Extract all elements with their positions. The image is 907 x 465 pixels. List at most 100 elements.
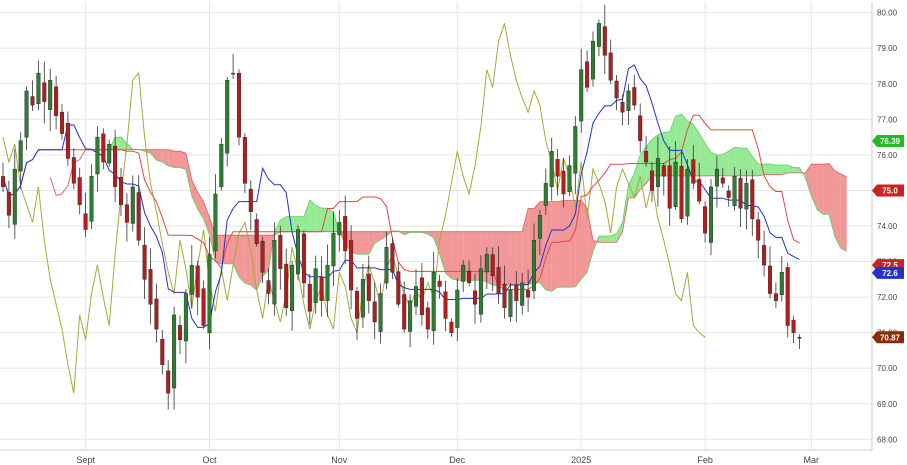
kumo-bear-segment xyxy=(368,231,375,255)
candle-down xyxy=(301,233,306,284)
candle-up xyxy=(207,254,212,334)
kumo-bear-segment xyxy=(150,149,157,161)
candle-down xyxy=(201,288,206,326)
candle-down xyxy=(254,219,259,244)
kumo-bull-segment xyxy=(616,222,623,243)
candle-down xyxy=(419,277,424,316)
kumo-bear-segment xyxy=(451,231,458,281)
candle-down xyxy=(136,192,141,241)
candle-down xyxy=(366,273,371,301)
kumo-bear-segment xyxy=(244,235,251,286)
candle-up xyxy=(579,69,584,122)
price-tag-label: 72.5 xyxy=(882,261,898,270)
kumo-bull-segment xyxy=(280,216,287,232)
kumo-bear-segment xyxy=(380,231,387,240)
kumo-bull-segment xyxy=(722,151,729,176)
kumo-bull-segment xyxy=(298,216,304,232)
y-axis: 68.0069.0070.0071.0072.0073.0074.0075.00… xyxy=(871,2,898,450)
price-tag xyxy=(872,135,904,148)
candle-down xyxy=(585,61,590,88)
candle-up xyxy=(543,183,548,206)
candle-down xyxy=(797,337,802,339)
candle-down xyxy=(496,267,501,294)
kumo-bull-segment xyxy=(740,148,747,176)
kumo-bear-segment xyxy=(516,231,523,285)
candle-down xyxy=(514,285,519,301)
candle-down xyxy=(242,137,247,184)
candle-down xyxy=(343,216,348,252)
kumo-bull-segment xyxy=(327,208,334,232)
kumo-bear-segment xyxy=(504,231,511,286)
kumo-bull-segment xyxy=(764,164,770,175)
kumo-bull-segment xyxy=(728,147,735,176)
candle-up xyxy=(272,240,277,305)
candle-up xyxy=(18,140,23,172)
candle-down xyxy=(467,270,472,284)
candle-down xyxy=(425,307,430,330)
candle-up xyxy=(655,158,660,188)
candle-down xyxy=(248,188,253,212)
kumo-bear-segment xyxy=(510,231,517,285)
kumo-bear-segment xyxy=(191,179,198,210)
y-tick-label: 78.00 xyxy=(877,80,898,89)
kumo-bear-segment xyxy=(439,231,446,274)
candle-up xyxy=(189,264,194,295)
candle-down xyxy=(679,165,684,220)
kumo-bear-segment xyxy=(427,231,434,239)
candle-down xyxy=(555,159,560,177)
candle-up xyxy=(714,168,719,187)
kumo-bear-segment xyxy=(227,235,234,264)
kumo-bear-segment xyxy=(250,235,257,291)
candle-down xyxy=(490,254,495,276)
price-tag-label: 72.6 xyxy=(882,269,898,278)
candle-up xyxy=(296,229,301,275)
kumo-bear-segment xyxy=(239,235,245,284)
candle-up xyxy=(219,144,224,188)
candle-down xyxy=(77,177,82,205)
kumo-bull-segment xyxy=(315,205,322,232)
candle-down xyxy=(661,165,666,177)
candle-up xyxy=(591,40,596,80)
candle-down xyxy=(602,26,607,56)
candle-down xyxy=(526,289,531,298)
kumo-bear-segment xyxy=(433,231,440,254)
kumo-bear-segment xyxy=(817,164,824,215)
senkou-span-b-line xyxy=(49,149,847,243)
price-tag xyxy=(872,331,904,344)
candle-down xyxy=(738,177,743,209)
candle-up xyxy=(414,286,419,307)
x-axis: Sept Oct Nov Dec 2025 Feb Mar xyxy=(0,449,872,465)
kumo-bear-segment xyxy=(162,149,169,166)
candle-down xyxy=(71,157,76,184)
candle-up xyxy=(508,289,513,317)
y-tick-label: 74.00 xyxy=(877,222,898,231)
kumo-bear-segment xyxy=(475,231,481,281)
y-tick-label: 69.00 xyxy=(877,400,898,409)
kumo-bull-segment xyxy=(699,133,706,176)
candle-up xyxy=(596,23,601,47)
candle-down xyxy=(703,206,708,234)
kumo-bull-segment xyxy=(628,173,635,198)
kumo-bull-segment xyxy=(705,143,711,176)
candle-down xyxy=(372,301,377,323)
candle-up xyxy=(384,247,389,284)
candle-down xyxy=(266,280,271,294)
kumo-bear-segment xyxy=(197,192,204,220)
x-tick-label: Feb xyxy=(697,455,713,465)
kumo-bear-segment xyxy=(156,149,163,163)
kumo-bull-segment xyxy=(787,164,794,173)
kumo-bull-segment xyxy=(746,148,753,176)
candle-down xyxy=(30,96,35,106)
candle-down xyxy=(726,190,731,198)
x-tick-label: Mar xyxy=(804,455,820,465)
candle-down xyxy=(118,176,123,205)
candle-down xyxy=(54,86,59,116)
candle-up xyxy=(732,176,737,207)
x-tick-label: Sept xyxy=(76,455,95,465)
price-tags: 76.39 75.0 72.572.6 70.87 xyxy=(872,135,904,344)
candle-down xyxy=(762,245,767,266)
kumo-bear-segment xyxy=(551,201,558,292)
candle-down xyxy=(142,244,147,280)
candle-down xyxy=(773,293,778,301)
